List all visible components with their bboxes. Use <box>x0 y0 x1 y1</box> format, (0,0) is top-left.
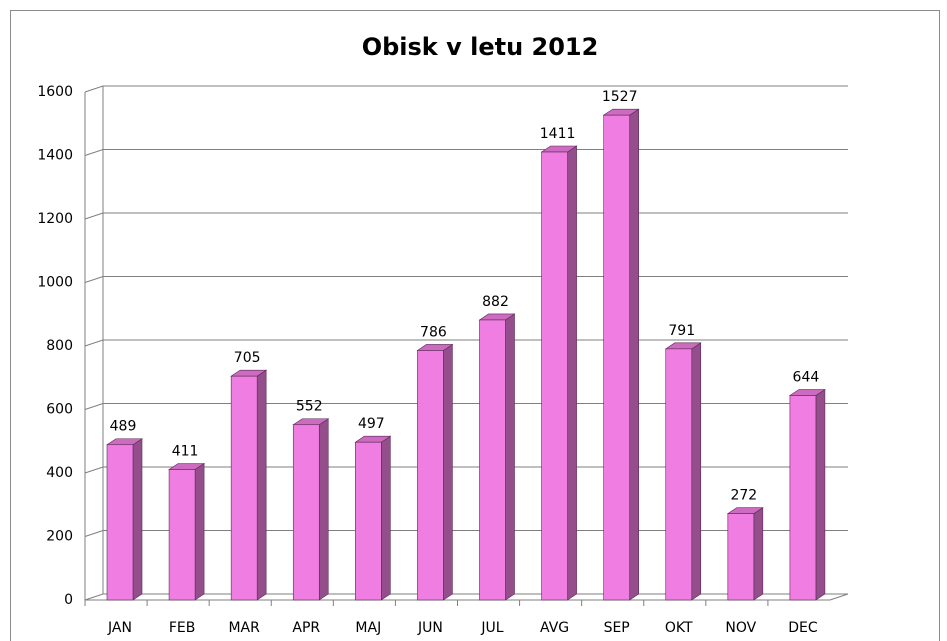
bar <box>603 114 630 601</box>
grid-line <box>84 466 848 474</box>
y-tick-label: 1200 <box>37 211 73 227</box>
x-tick-label: JAN <box>107 620 132 636</box>
value-label: 705 <box>234 350 261 366</box>
x-tick-label: NOV <box>725 620 756 636</box>
grid-line <box>84 403 848 410</box>
x-tick-label: DEC <box>788 620 818 636</box>
bar <box>541 151 568 601</box>
value-label: 644 <box>793 370 820 386</box>
y-tick-label: 600 <box>46 402 73 418</box>
x-tick-label: FEB <box>169 620 196 636</box>
grid-line <box>84 530 848 537</box>
chart-title: Obisk v letu 2012 <box>362 33 599 61</box>
chart-frame <box>10 10 940 641</box>
y-tick-label: 800 <box>46 338 73 354</box>
bar-side <box>132 438 143 601</box>
bar-side <box>629 108 639 601</box>
bar <box>789 395 817 601</box>
bar-side <box>753 507 764 601</box>
value-label: 497 <box>358 416 385 432</box>
grid-line <box>84 593 848 601</box>
x-tick-label: APR <box>292 620 320 636</box>
bar-side <box>256 369 267 601</box>
value-label: 552 <box>296 399 323 415</box>
bar-side <box>381 435 391 601</box>
bar <box>479 319 506 601</box>
x-tick-label: SEP <box>604 620 630 636</box>
bar <box>168 469 196 601</box>
x-tick-label: JUN <box>417 620 443 636</box>
bar <box>292 424 320 601</box>
bar-side <box>567 145 577 601</box>
x-tick-label: JUL <box>480 620 503 636</box>
bar-side <box>194 462 205 601</box>
value-label: 411 <box>172 444 199 460</box>
value-label: 791 <box>668 323 695 339</box>
bar <box>230 375 258 601</box>
value-label: 786 <box>420 324 447 340</box>
value-label: 1411 <box>540 126 576 142</box>
value-label: 882 <box>482 294 509 310</box>
bar-side <box>318 418 329 601</box>
floor-line <box>829 593 849 601</box>
x-tick-label: MAR <box>228 620 260 636</box>
bar <box>355 441 382 601</box>
bar <box>727 513 755 601</box>
y-tick-label: 1600 <box>37 84 73 100</box>
bar-side <box>815 388 826 601</box>
grid-line <box>84 212 848 220</box>
grid-line <box>84 85 848 93</box>
grid-line <box>84 149 848 156</box>
x-tick-label: MAJ <box>355 620 381 636</box>
y-tick-label: 400 <box>46 465 73 481</box>
grid-line <box>84 339 848 347</box>
y-tick-label: 200 <box>46 529 73 545</box>
bar-side <box>443 343 453 601</box>
value-label: 1527 <box>602 89 638 105</box>
y-tick-label: 0 <box>64 592 73 608</box>
bar-side <box>505 313 515 601</box>
y-tick-label: 1000 <box>37 275 73 291</box>
bar <box>106 444 134 601</box>
grid-line <box>84 276 848 283</box>
bar-side <box>691 342 702 601</box>
value-label: 272 <box>730 488 757 504</box>
value-label: 489 <box>110 419 137 435</box>
x-tick-label: AVG <box>540 620 569 636</box>
bar <box>417 350 444 601</box>
y-tick-label: 1400 <box>37 148 73 164</box>
bar <box>665 348 693 601</box>
x-tick-label: OKT <box>665 620 693 636</box>
